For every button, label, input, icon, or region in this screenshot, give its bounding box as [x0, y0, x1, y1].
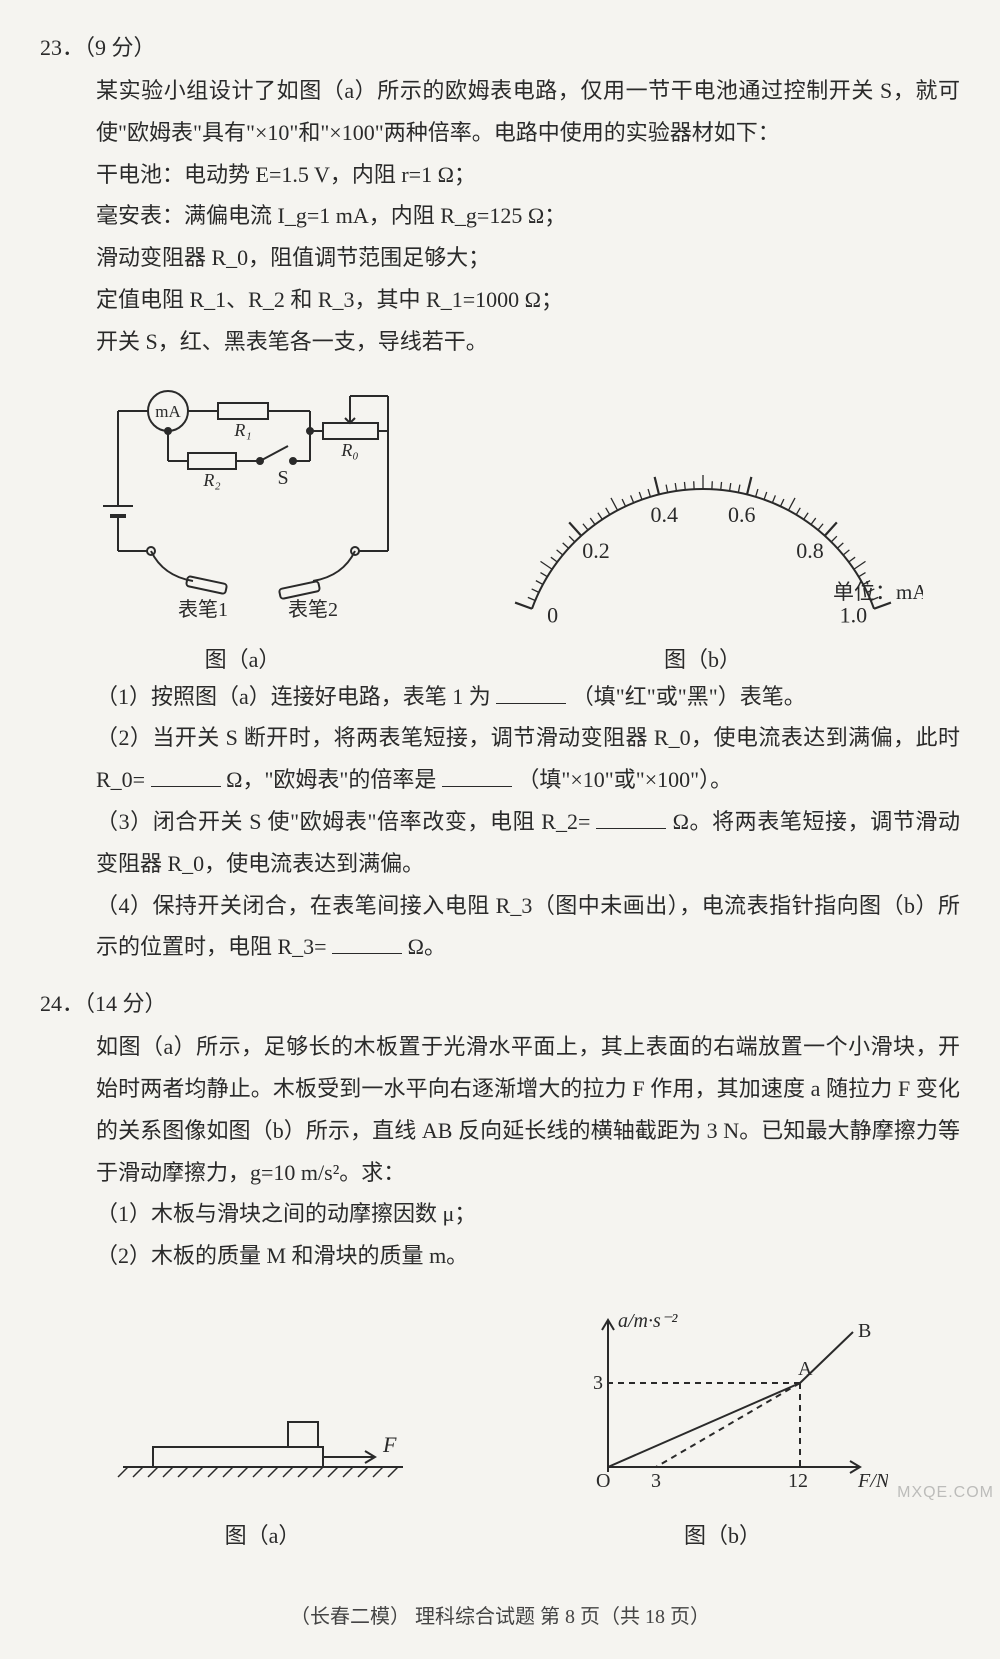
svg-text:1.0: 1.0: [839, 602, 867, 627]
q23-sub2-suffix: （填"×10"或"×100"）。: [517, 767, 732, 792]
svg-text:A: A: [798, 1358, 813, 1380]
svg-text:0.4: 0.4: [650, 501, 678, 526]
blank: [332, 931, 402, 954]
q23-fig-b-caption: 图（b）: [483, 642, 923, 674]
q23-sub3: （3）闭合开关 S 使"欧姆表"倍率改变，电阻 R_2= Ω。将两表笔短接，调节…: [96, 801, 960, 885]
q23-number: 23．（9 分）: [40, 30, 960, 62]
watermark: MXQE.COM: [897, 1484, 994, 1502]
q23-sub4: （4）保持开关闭合，在表笔间接入电阻 R_3（图中未画出），电流表指针指向图（b…: [96, 885, 960, 969]
q23-sub1-prefix: （1）按照图（a）连接好电路，表笔 1 为: [96, 684, 491, 709]
q24-p1: 如图（a）所示，足够长的木板置于光滑水平面上，其上表面的右端放置一个小滑块，开始…: [96, 1026, 960, 1193]
q23-line-3: 滑动变阻器 R_0，阻值调节范围足够大；: [96, 237, 960, 279]
blank: [442, 764, 512, 787]
svg-text:0.6: 0.6: [727, 501, 755, 526]
q23-line-0: 某实验小组设计了如图（a）所示的欧姆表电路，仅用一节干电池通过控制开关 S，就可…: [96, 70, 960, 154]
svg-text:0: 0: [547, 602, 558, 627]
svg-text:单位：mA: 单位：mA: [833, 580, 923, 604]
svg-text:a/m·s⁻²: a/m·s⁻²: [618, 1310, 678, 1332]
page-footer: （长春二模） 理科综合试题 第 8 页（共 18 页）: [40, 1600, 960, 1629]
q24-figure-row: F 图（a） a/m·s: [40, 1307, 960, 1550]
q24-p3: （2）木板的质量 M 和滑块的质量 m。: [96, 1235, 960, 1277]
q23-line-4: 定值电阻 R_1、R_2 和 R_3，其中 R_1=1000 Ω；: [96, 279, 960, 321]
svg-text:S: S: [277, 467, 288, 489]
svg-text:R₂: R₂: [202, 470, 220, 490]
blank: [151, 764, 221, 787]
meter-figure: 0 0.2 0.4 0.6 0.8 1.0单位：mA 图（b）: [483, 431, 923, 674]
svg-text:B: B: [858, 1320, 871, 1342]
svg-text:F/N: F/N: [857, 1470, 888, 1492]
meter-svg: 0 0.2 0.4 0.6 0.8 1.0单位：mA: [483, 431, 923, 631]
svg-text:3: 3: [651, 1470, 661, 1492]
q24-fig-a-caption: 图（a）: [113, 1518, 413, 1550]
svg-text:3: 3: [593, 1372, 603, 1394]
circuit-svg: mA R₁ R₀: [78, 381, 408, 631]
q24-fig-b: a/m·s⁻² F/N 3 O 3 12 A B 图（b）: [558, 1307, 888, 1550]
q24-fig-a: F 图（a）: [113, 1377, 413, 1550]
q23-line-5: 开关 S，红、黑表笔各一支，导线若干。: [96, 321, 960, 363]
svg-text:R₁: R₁: [233, 420, 251, 440]
q24-fig-b-caption: 图（b）: [558, 1518, 888, 1550]
q23-line-2: 毫安表：满偏电流 I_g=1 mA，内阻 R_g=125 Ω；: [96, 195, 960, 237]
q23-figure-row: mA R₁ R₀: [40, 381, 960, 674]
q23-sub4-prefix: （4）保持开关闭合，在表笔间接入电阻 R_3（图中未画出），电流表指针指向图（b…: [96, 893, 960, 960]
svg-text:表笔2: 表笔2: [288, 598, 338, 621]
svg-text:表笔1: 表笔1: [178, 598, 228, 621]
q24-p2: （1）木板与滑块之间的动摩擦因数 μ；: [96, 1193, 960, 1235]
circuit-figure: mA R₁ R₀: [78, 381, 408, 674]
svg-text:mA: mA: [155, 402, 181, 421]
svg-text:12: 12: [788, 1470, 808, 1492]
plank-svg: F: [113, 1377, 413, 1507]
q23-sub2: （2）当开关 S 断开时，将两表笔短接，调节滑动变阻器 R_0，使电流表达到满偏…: [96, 717, 960, 801]
q23-sub1-suffix: （填"红"或"黑"）表笔。: [572, 684, 806, 709]
graph-svg: a/m·s⁻² F/N 3 O 3 12 A B: [558, 1307, 888, 1507]
svg-text:0.2: 0.2: [582, 538, 610, 563]
q23-sub3-prefix: （3）闭合开关 S 使"欧姆表"倍率改变，电阻 R_2=: [96, 809, 590, 834]
svg-text:0.8: 0.8: [796, 538, 824, 563]
q23-sub1: （1）按照图（a）连接好电路，表笔 1 为 （填"红"或"黑"）表笔。: [96, 676, 960, 718]
q23-fig-a-caption: 图（a）: [78, 642, 408, 674]
blank: [496, 681, 566, 704]
svg-text:R₀: R₀: [340, 440, 358, 460]
blank: [596, 806, 666, 829]
q23-line-1: 干电池：电动势 E=1.5 V，内阻 r=1 Ω；: [96, 154, 960, 196]
q24-number: 24．（14 分）: [40, 986, 960, 1018]
q23-sub4-suffix: Ω。: [408, 934, 446, 959]
svg-text:F: F: [382, 1432, 397, 1457]
q23-sub2-mid: Ω，"欧姆表"的倍率是: [226, 767, 436, 792]
svg-text:O: O: [596, 1470, 610, 1492]
